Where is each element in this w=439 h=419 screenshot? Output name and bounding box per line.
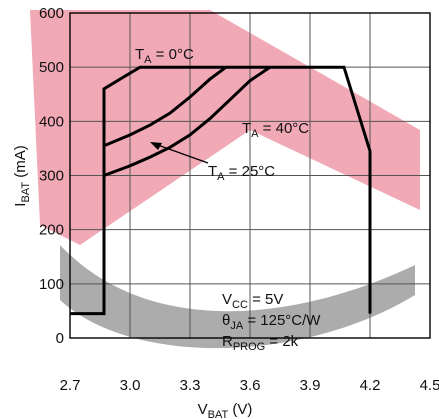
conditions-box: VCC = 5V θJA = 125°C/W RPROG = 2k [222, 291, 321, 353]
y-tick-label: 600 [39, 5, 64, 22]
label-ta-40c: TA = 40°C [242, 120, 309, 140]
x-tick-label: 3.3 [180, 377, 201, 394]
x-tick-label: 4.5 [420, 377, 439, 394]
label-vcc: VCC = 5V [222, 291, 283, 311]
x-axis-label: VBAT (V) [198, 401, 253, 419]
x-tick-label: 3.6 [240, 377, 261, 394]
y-tick-label: 100 [39, 276, 64, 293]
series-group [70, 65, 372, 316]
x-tick-label: 3.0 [120, 377, 141, 394]
y-tick-label: 0 [56, 330, 64, 347]
plot-frame [69, 12, 431, 339]
watermark-logo [30, 10, 420, 349]
label-rprog: RPROG = 2k [222, 333, 299, 353]
y-tick-label: 400 [39, 113, 64, 130]
y-tick-label: 500 [39, 59, 64, 76]
y-tick-label: 200 [39, 222, 64, 239]
series-line-1 [103, 65, 271, 177]
annotation-arrow [150, 142, 209, 164]
y-axis-label: IBAT (mA) [12, 145, 32, 206]
y-tick-labels: 0 100 200 300 400 500 600 [39, 5, 64, 347]
x-tick-label: 2.7 [60, 377, 81, 394]
y-tick-label: 300 [39, 168, 64, 185]
series-line-0 [70, 65, 372, 316]
label-ta-0c: TA = 0°C [135, 46, 194, 66]
x-tick-labels: 2.7 3.0 3.3 3.6 3.9 4.2 4.5 [60, 377, 439, 394]
label-ta-25c: TA = 25°C [208, 163, 275, 183]
x-tick-label: 4.2 [360, 377, 381, 394]
label-theta-ja: θJA = 125°C/W [222, 312, 321, 332]
series-line-2 [103, 65, 227, 148]
x-tick-label: 3.9 [300, 377, 321, 394]
